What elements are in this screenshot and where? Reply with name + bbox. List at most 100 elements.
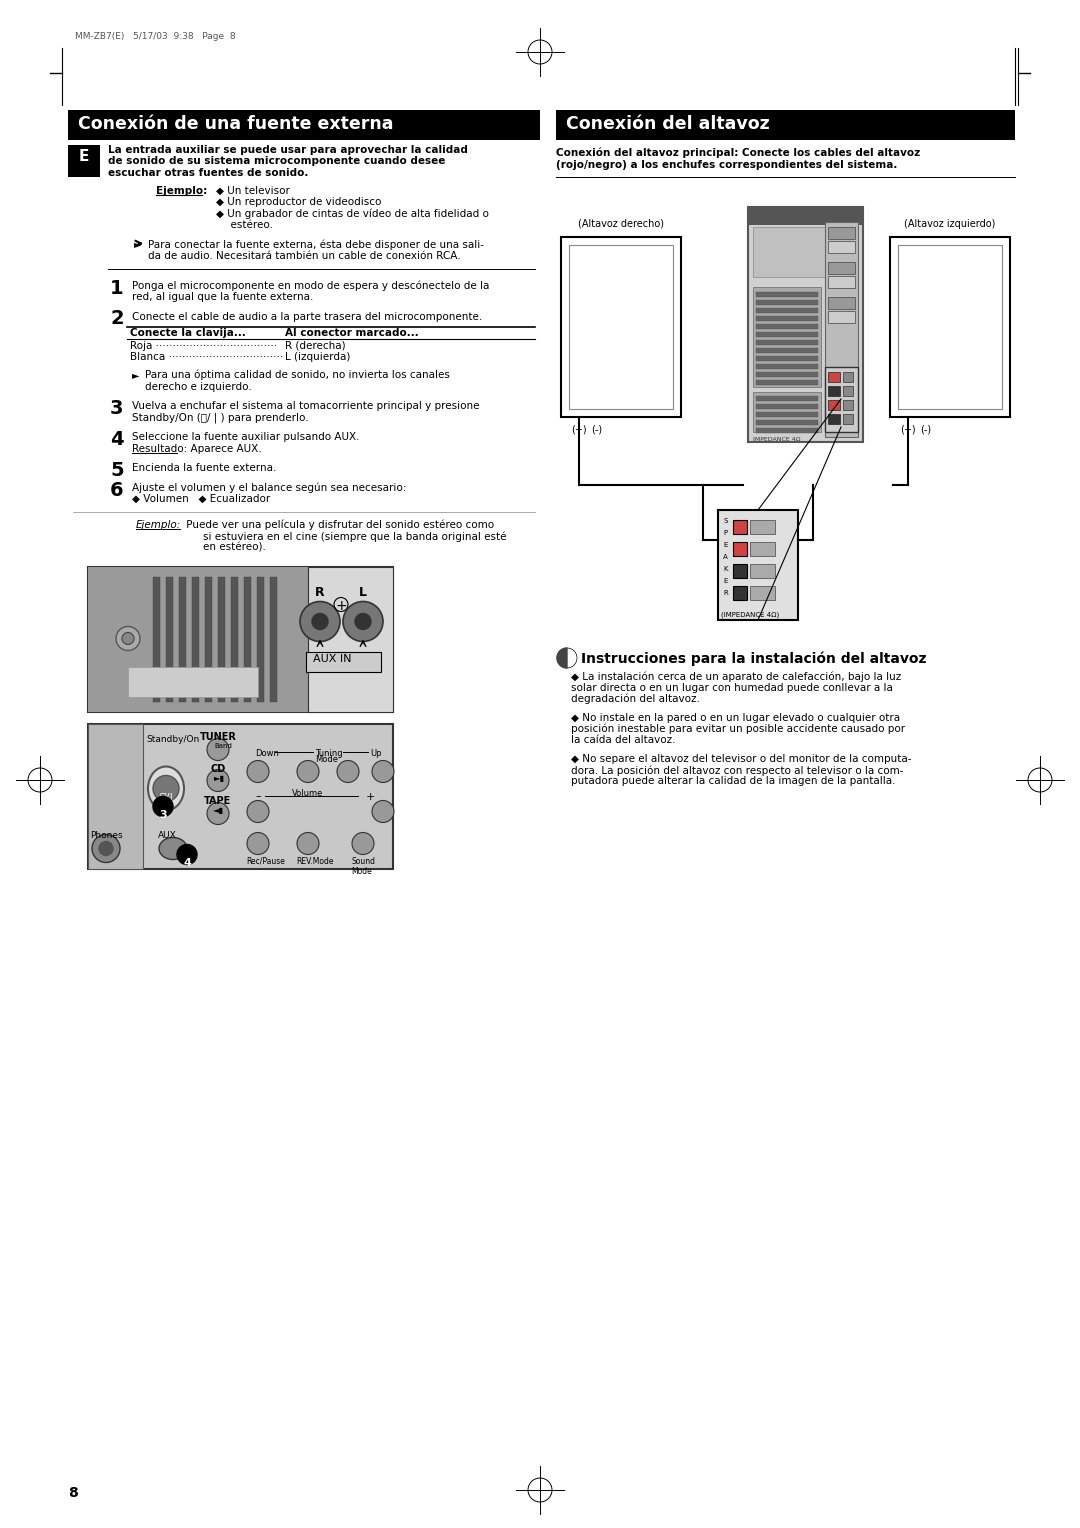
Bar: [843, 414, 853, 423]
Text: L: L: [359, 587, 367, 599]
Text: (-): (-): [591, 425, 603, 435]
Text: ►: ►: [132, 370, 139, 380]
Text: Ajuste el volumen y el balance según sea necesario:: Ajuste el volumen y el balance según sea…: [132, 483, 406, 494]
Bar: [561, 237, 681, 417]
Text: ⏻/|: ⏻/|: [159, 793, 173, 804]
Text: REV.Mode: REV.Mode: [296, 857, 334, 865]
Circle shape: [312, 614, 328, 630]
Bar: [218, 576, 225, 701]
Bar: [270, 576, 276, 701]
Text: si estuviera en el cine (siempre que la banda original esté: si estuviera en el cine (siempre que la …: [203, 532, 507, 541]
Bar: [756, 413, 818, 417]
Bar: [192, 576, 199, 701]
Text: 8: 8: [68, 1487, 78, 1500]
Bar: [756, 292, 818, 296]
Text: 4: 4: [183, 859, 191, 868]
Circle shape: [153, 776, 179, 802]
Text: ◆ La instalación cerca de un aparato de calefacción, bajo la luz: ◆ La instalación cerca de un aparato de …: [571, 672, 901, 683]
Text: S: S: [723, 518, 727, 524]
Text: Para conectar la fuente externa, ésta debe disponer de una sali-: Para conectar la fuente externa, ésta de…: [148, 240, 484, 251]
Circle shape: [247, 833, 269, 854]
Text: Sound
Mode: Sound Mode: [351, 857, 375, 876]
Text: 3: 3: [110, 399, 123, 419]
Bar: [750, 520, 775, 533]
Text: Rec/Pause: Rec/Pause: [246, 857, 285, 865]
Bar: [753, 287, 821, 387]
Circle shape: [177, 845, 197, 865]
Bar: [756, 324, 818, 329]
Bar: [825, 367, 858, 432]
Bar: [756, 348, 818, 353]
Bar: [87, 723, 143, 868]
Circle shape: [297, 761, 319, 782]
Text: (+): (+): [571, 425, 586, 435]
Text: Conecte la clavija...: Conecte la clavija...: [130, 329, 246, 338]
Bar: [756, 396, 818, 400]
Text: solar directa o en un lugar con humedad puede conllevar a la: solar directa o en un lugar con humedad …: [571, 683, 893, 694]
Circle shape: [247, 801, 269, 822]
Text: K: K: [723, 565, 728, 571]
Text: –: –: [255, 792, 260, 802]
Bar: [244, 576, 251, 701]
Bar: [68, 110, 540, 141]
Text: 2: 2: [110, 310, 123, 329]
Text: CD: CD: [211, 764, 226, 773]
Text: ◆ No instale en la pared o en un lugar elevado o cualquier otra: ◆ No instale en la pared o en un lugar e…: [571, 714, 900, 723]
Text: da de audio. Necesitará también un cable de conexión RCA.: da de audio. Necesitará también un cable…: [148, 251, 461, 261]
Text: (Altavoz derecho): (Altavoz derecho): [578, 219, 664, 229]
Bar: [87, 567, 308, 712]
Bar: [756, 299, 818, 306]
Text: Standby/On (⏻/ | ) para prenderlo.: Standby/On (⏻/ | ) para prenderlo.: [132, 413, 309, 423]
Bar: [308, 567, 393, 712]
Text: L (izquierda): L (izquierda): [285, 353, 350, 362]
Text: 1: 1: [110, 278, 123, 298]
Bar: [231, 576, 238, 701]
Text: Para una óptima calidad de sonido, no invierta los canales: Para una óptima calidad de sonido, no in…: [145, 370, 450, 380]
Circle shape: [372, 801, 394, 822]
Text: ◆ Un grabador de cintas de vídeo de alta fidelidad o: ◆ Un grabador de cintas de vídeo de alta…: [216, 208, 489, 219]
Text: AUX IN: AUX IN: [313, 654, 351, 663]
Text: TAPE: TAPE: [204, 796, 231, 805]
Text: Ponga el microcomponente en modo de espera y descónectelo de la: Ponga el microcomponente en modo de espe…: [132, 281, 489, 290]
Circle shape: [207, 738, 229, 761]
Ellipse shape: [159, 837, 187, 859]
Bar: [753, 393, 821, 432]
Bar: [756, 309, 818, 313]
Bar: [733, 587, 747, 601]
Bar: [756, 341, 818, 345]
Circle shape: [343, 602, 383, 642]
Text: R: R: [723, 590, 728, 596]
Text: ◆ Un televisor: ◆ Un televisor: [216, 185, 289, 196]
Text: +: +: [335, 599, 347, 613]
Text: degradación del altavoz.: degradación del altavoz.: [571, 694, 700, 704]
Bar: [733, 564, 747, 578]
Text: Volume: Volume: [293, 788, 324, 798]
Text: Standby/On: Standby/On: [146, 735, 199, 744]
Text: A: A: [723, 555, 728, 559]
Bar: [828, 387, 840, 396]
Circle shape: [300, 602, 340, 642]
Bar: [750, 542, 775, 556]
Text: (-): (-): [920, 425, 931, 435]
Bar: [756, 356, 818, 361]
Bar: [153, 576, 160, 701]
Text: Seleccione la fuente auxiliar pulsando AUX.: Seleccione la fuente auxiliar pulsando A…: [132, 432, 360, 442]
Bar: [828, 228, 855, 238]
Bar: [205, 576, 212, 701]
Bar: [718, 510, 798, 620]
Text: MM-ZB7(E)   5/17/03  9:38   Page  8: MM-ZB7(E) 5/17/03 9:38 Page 8: [75, 32, 235, 41]
Bar: [87, 723, 393, 868]
Circle shape: [207, 802, 229, 825]
Text: ◆ Volumen   ◆ Ecualizador: ◆ Volumen ◆ Ecualizador: [132, 494, 270, 504]
Circle shape: [122, 633, 134, 645]
Circle shape: [337, 761, 359, 782]
Text: ►▮: ►▮: [214, 773, 225, 782]
Text: red, al igual que la fuente externa.: red, al igual que la fuente externa.: [132, 292, 313, 303]
Text: La entrada auxiliar se puede usar para aprovechar la calidad: La entrada auxiliar se puede usar para a…: [108, 145, 468, 154]
Bar: [828, 241, 855, 254]
Bar: [753, 228, 858, 277]
Text: escuchar otras fuentes de sonido.: escuchar otras fuentes de sonido.: [108, 168, 309, 177]
Bar: [748, 206, 863, 442]
Text: E: E: [723, 578, 727, 584]
Bar: [748, 206, 863, 225]
